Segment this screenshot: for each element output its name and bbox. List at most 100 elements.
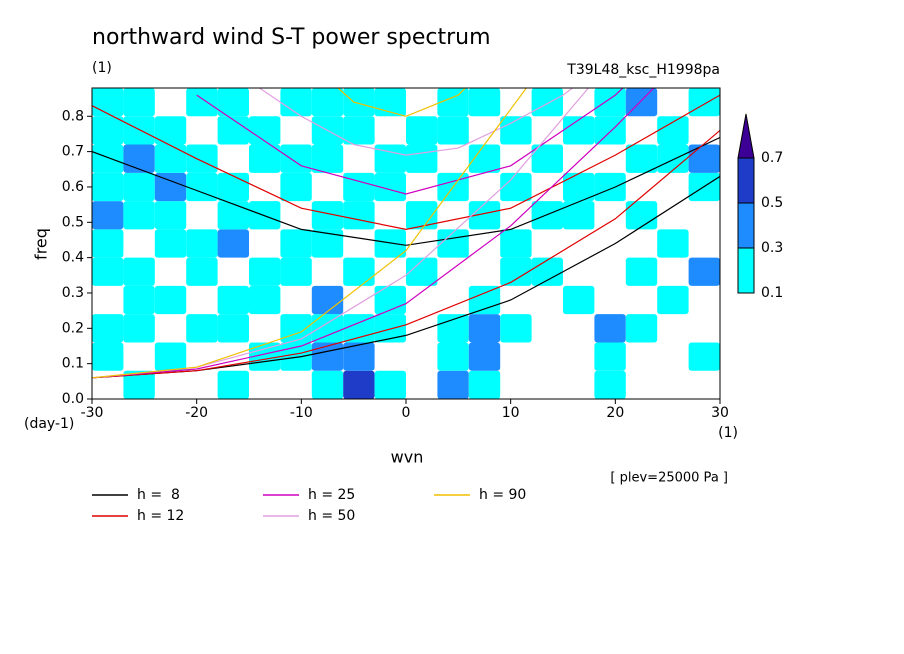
contour-cell xyxy=(92,144,124,173)
contour-cell xyxy=(688,144,720,173)
annotation: [ plev=25000 Pa ] xyxy=(610,471,728,486)
contour-cell xyxy=(249,257,281,286)
colorbar-label: 0.3 xyxy=(761,240,783,256)
contour-cell xyxy=(123,370,155,399)
contour-cell xyxy=(217,229,249,258)
contour-cell xyxy=(92,229,124,258)
y-tick-label: 0.3 xyxy=(62,285,84,301)
contour-cell xyxy=(625,257,658,286)
contour-cell xyxy=(500,229,532,258)
contour-cell xyxy=(657,285,689,315)
contour-cell xyxy=(311,201,344,230)
contour-cell xyxy=(280,144,312,173)
curves xyxy=(92,88,720,379)
colorbar-box xyxy=(737,247,755,294)
contour-cell xyxy=(468,285,501,315)
contour-cell xyxy=(374,370,406,399)
contour-cell xyxy=(374,144,406,173)
chart-title: northward wind S-T power spectrum xyxy=(92,25,491,50)
contour-cell xyxy=(468,342,501,371)
contour-cell xyxy=(311,229,344,258)
dispersion-curve xyxy=(92,88,528,379)
contour-cell xyxy=(186,172,218,202)
contour-cell xyxy=(625,314,658,343)
dispersion-curve xyxy=(92,136,720,379)
contour-cell xyxy=(154,172,187,202)
y-tick-label: 0.7 xyxy=(62,144,84,160)
contour-cell xyxy=(468,144,501,173)
contour-cell xyxy=(563,201,595,230)
contour-cell xyxy=(531,144,563,173)
contour-cell xyxy=(123,116,155,145)
x-tick-label: 10 xyxy=(502,405,520,421)
y-tick-label: 0.8 xyxy=(62,108,84,124)
contour-cell xyxy=(343,257,375,286)
contour-cell xyxy=(343,370,375,399)
contour-cell xyxy=(154,201,187,230)
contour-cell xyxy=(280,229,312,258)
contour-cell xyxy=(374,172,406,202)
x-tick-label: -20 xyxy=(185,405,208,421)
contour-cell xyxy=(92,172,124,202)
x-unit: (1) xyxy=(718,425,738,441)
contour-cell xyxy=(500,257,532,286)
x-tick-label: 20 xyxy=(606,405,624,421)
contour-cell xyxy=(217,201,249,230)
contour-cell xyxy=(657,116,689,145)
contour-cell xyxy=(468,370,501,399)
contour-cell xyxy=(343,342,375,371)
contour-cell xyxy=(594,172,626,202)
contour-cell xyxy=(123,88,155,117)
contour-cell xyxy=(92,88,124,117)
contour-cell xyxy=(217,314,249,343)
legend-label: h = 8 xyxy=(137,487,180,503)
y-tick-label: 0.4 xyxy=(62,250,84,266)
subtitle: (1) xyxy=(92,60,112,76)
contour-cell xyxy=(154,285,187,315)
contour-cell xyxy=(280,314,312,343)
contour-cell xyxy=(437,116,469,145)
y-tick-label: 0.1 xyxy=(62,356,84,372)
contour-cell xyxy=(311,370,344,399)
contour-cell xyxy=(531,88,563,117)
contour-cell xyxy=(657,229,689,258)
y-tick-label: 0.0 xyxy=(62,391,84,407)
field xyxy=(92,88,720,399)
contour-cell xyxy=(123,314,155,343)
contour-cell xyxy=(563,172,595,202)
contour-cell xyxy=(437,370,469,399)
contour-cell xyxy=(343,201,375,230)
colorbar-box xyxy=(737,157,755,204)
contour-cell xyxy=(311,342,344,371)
contour-cell xyxy=(468,201,501,230)
contour-cell xyxy=(217,172,249,202)
contour-cell xyxy=(594,314,626,343)
contour-cell xyxy=(688,342,720,371)
contour-cell xyxy=(186,144,218,173)
contour-cell xyxy=(154,116,187,145)
contour-cell xyxy=(92,116,124,145)
contour-cell xyxy=(594,88,626,117)
contour-cell xyxy=(531,257,563,286)
contour-cell xyxy=(374,314,406,343)
contour-cell xyxy=(311,88,344,117)
contour-cell xyxy=(563,285,595,315)
contour-cell xyxy=(249,285,281,315)
colorbar-label: 0.7 xyxy=(761,150,783,166)
contour-cell xyxy=(625,88,658,117)
contour-cell xyxy=(123,257,155,286)
contour-cell xyxy=(311,144,344,173)
contour-cell xyxy=(563,116,595,145)
contour-cell xyxy=(500,172,532,202)
y-axis-label: freq xyxy=(32,228,51,260)
contour-cell xyxy=(249,116,281,145)
colorbar-triangle xyxy=(737,113,755,159)
contour-cell xyxy=(123,201,155,230)
contour-cell xyxy=(625,144,658,173)
contour-cell xyxy=(594,342,626,371)
legend-label: h = 90 xyxy=(479,487,526,503)
colorbar-label: 0.5 xyxy=(761,195,783,211)
y-tick-label: 0.6 xyxy=(62,179,84,195)
contour-cell xyxy=(154,144,187,173)
